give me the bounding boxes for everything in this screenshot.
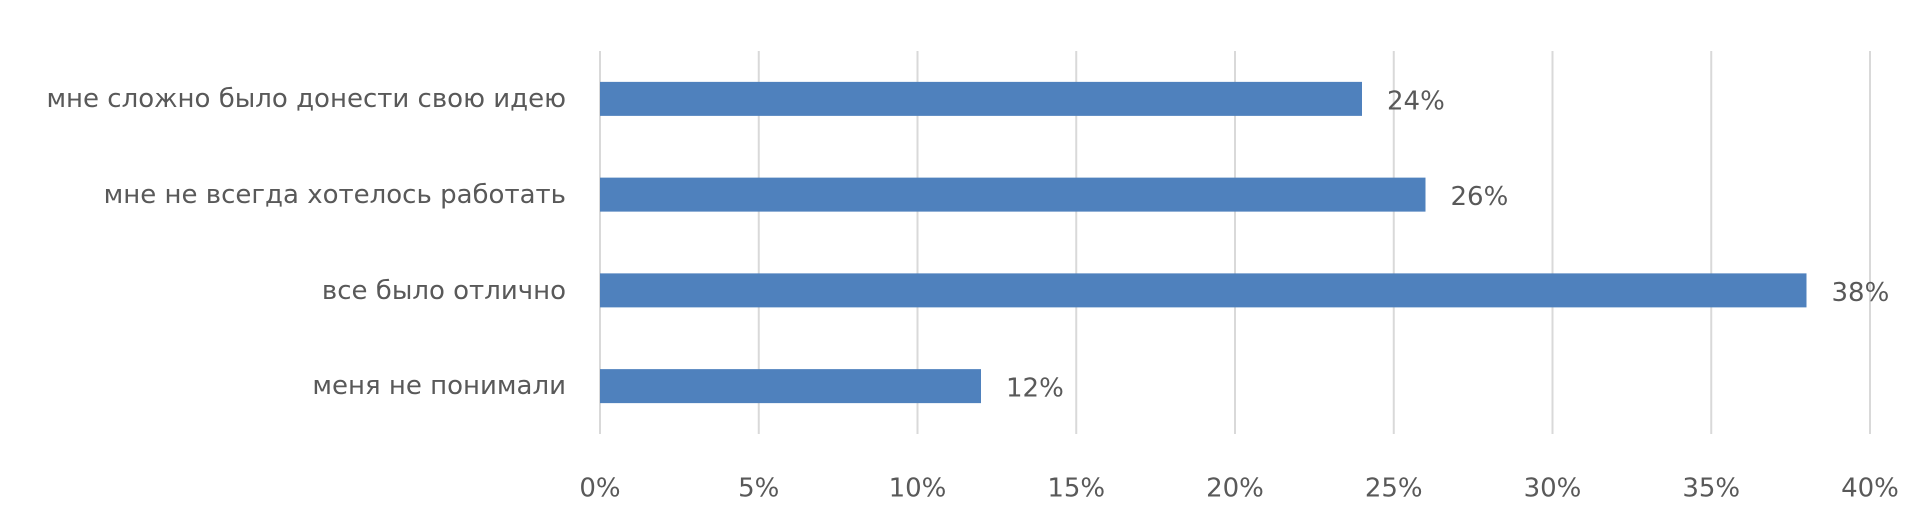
data-label: 26% <box>1451 182 1509 212</box>
x-tick-label: 15% <box>1047 474 1105 504</box>
x-tick-label: 35% <box>1682 474 1740 504</box>
x-tick-label: 40% <box>1841 474 1899 504</box>
x-tick-label: 25% <box>1365 474 1423 504</box>
bar <box>600 177 1426 212</box>
x-tick-label: 30% <box>1524 474 1582 504</box>
bar <box>600 273 1807 308</box>
data-label: 38% <box>1832 278 1890 308</box>
y-tick-label: мне не всегда хотелось работать <box>103 179 566 210</box>
category-label-box: все было отлично <box>6 243 566 339</box>
data-label: 12% <box>1006 374 1064 404</box>
x-tick-label: 20% <box>1206 474 1264 504</box>
y-tick-label: мне сложно было донести свою идею <box>46 84 566 114</box>
x-tick-label: 5% <box>738 474 779 504</box>
bar <box>600 81 1362 116</box>
category-label-box: мне сложно было донести свою идею <box>6 51 566 147</box>
data-label: 24% <box>1387 86 1445 116</box>
bar <box>600 369 981 404</box>
y-tick-label: все было отлично <box>321 275 566 306</box>
y-tick-label: меня не понимали <box>312 371 566 402</box>
x-tick-label: 0% <box>579 474 620 504</box>
category-label-box: мне не всегда хотелось работать <box>6 147 566 243</box>
category-label-box: меня не понимали <box>6 338 566 434</box>
x-tick-label: 10% <box>889 474 947 504</box>
